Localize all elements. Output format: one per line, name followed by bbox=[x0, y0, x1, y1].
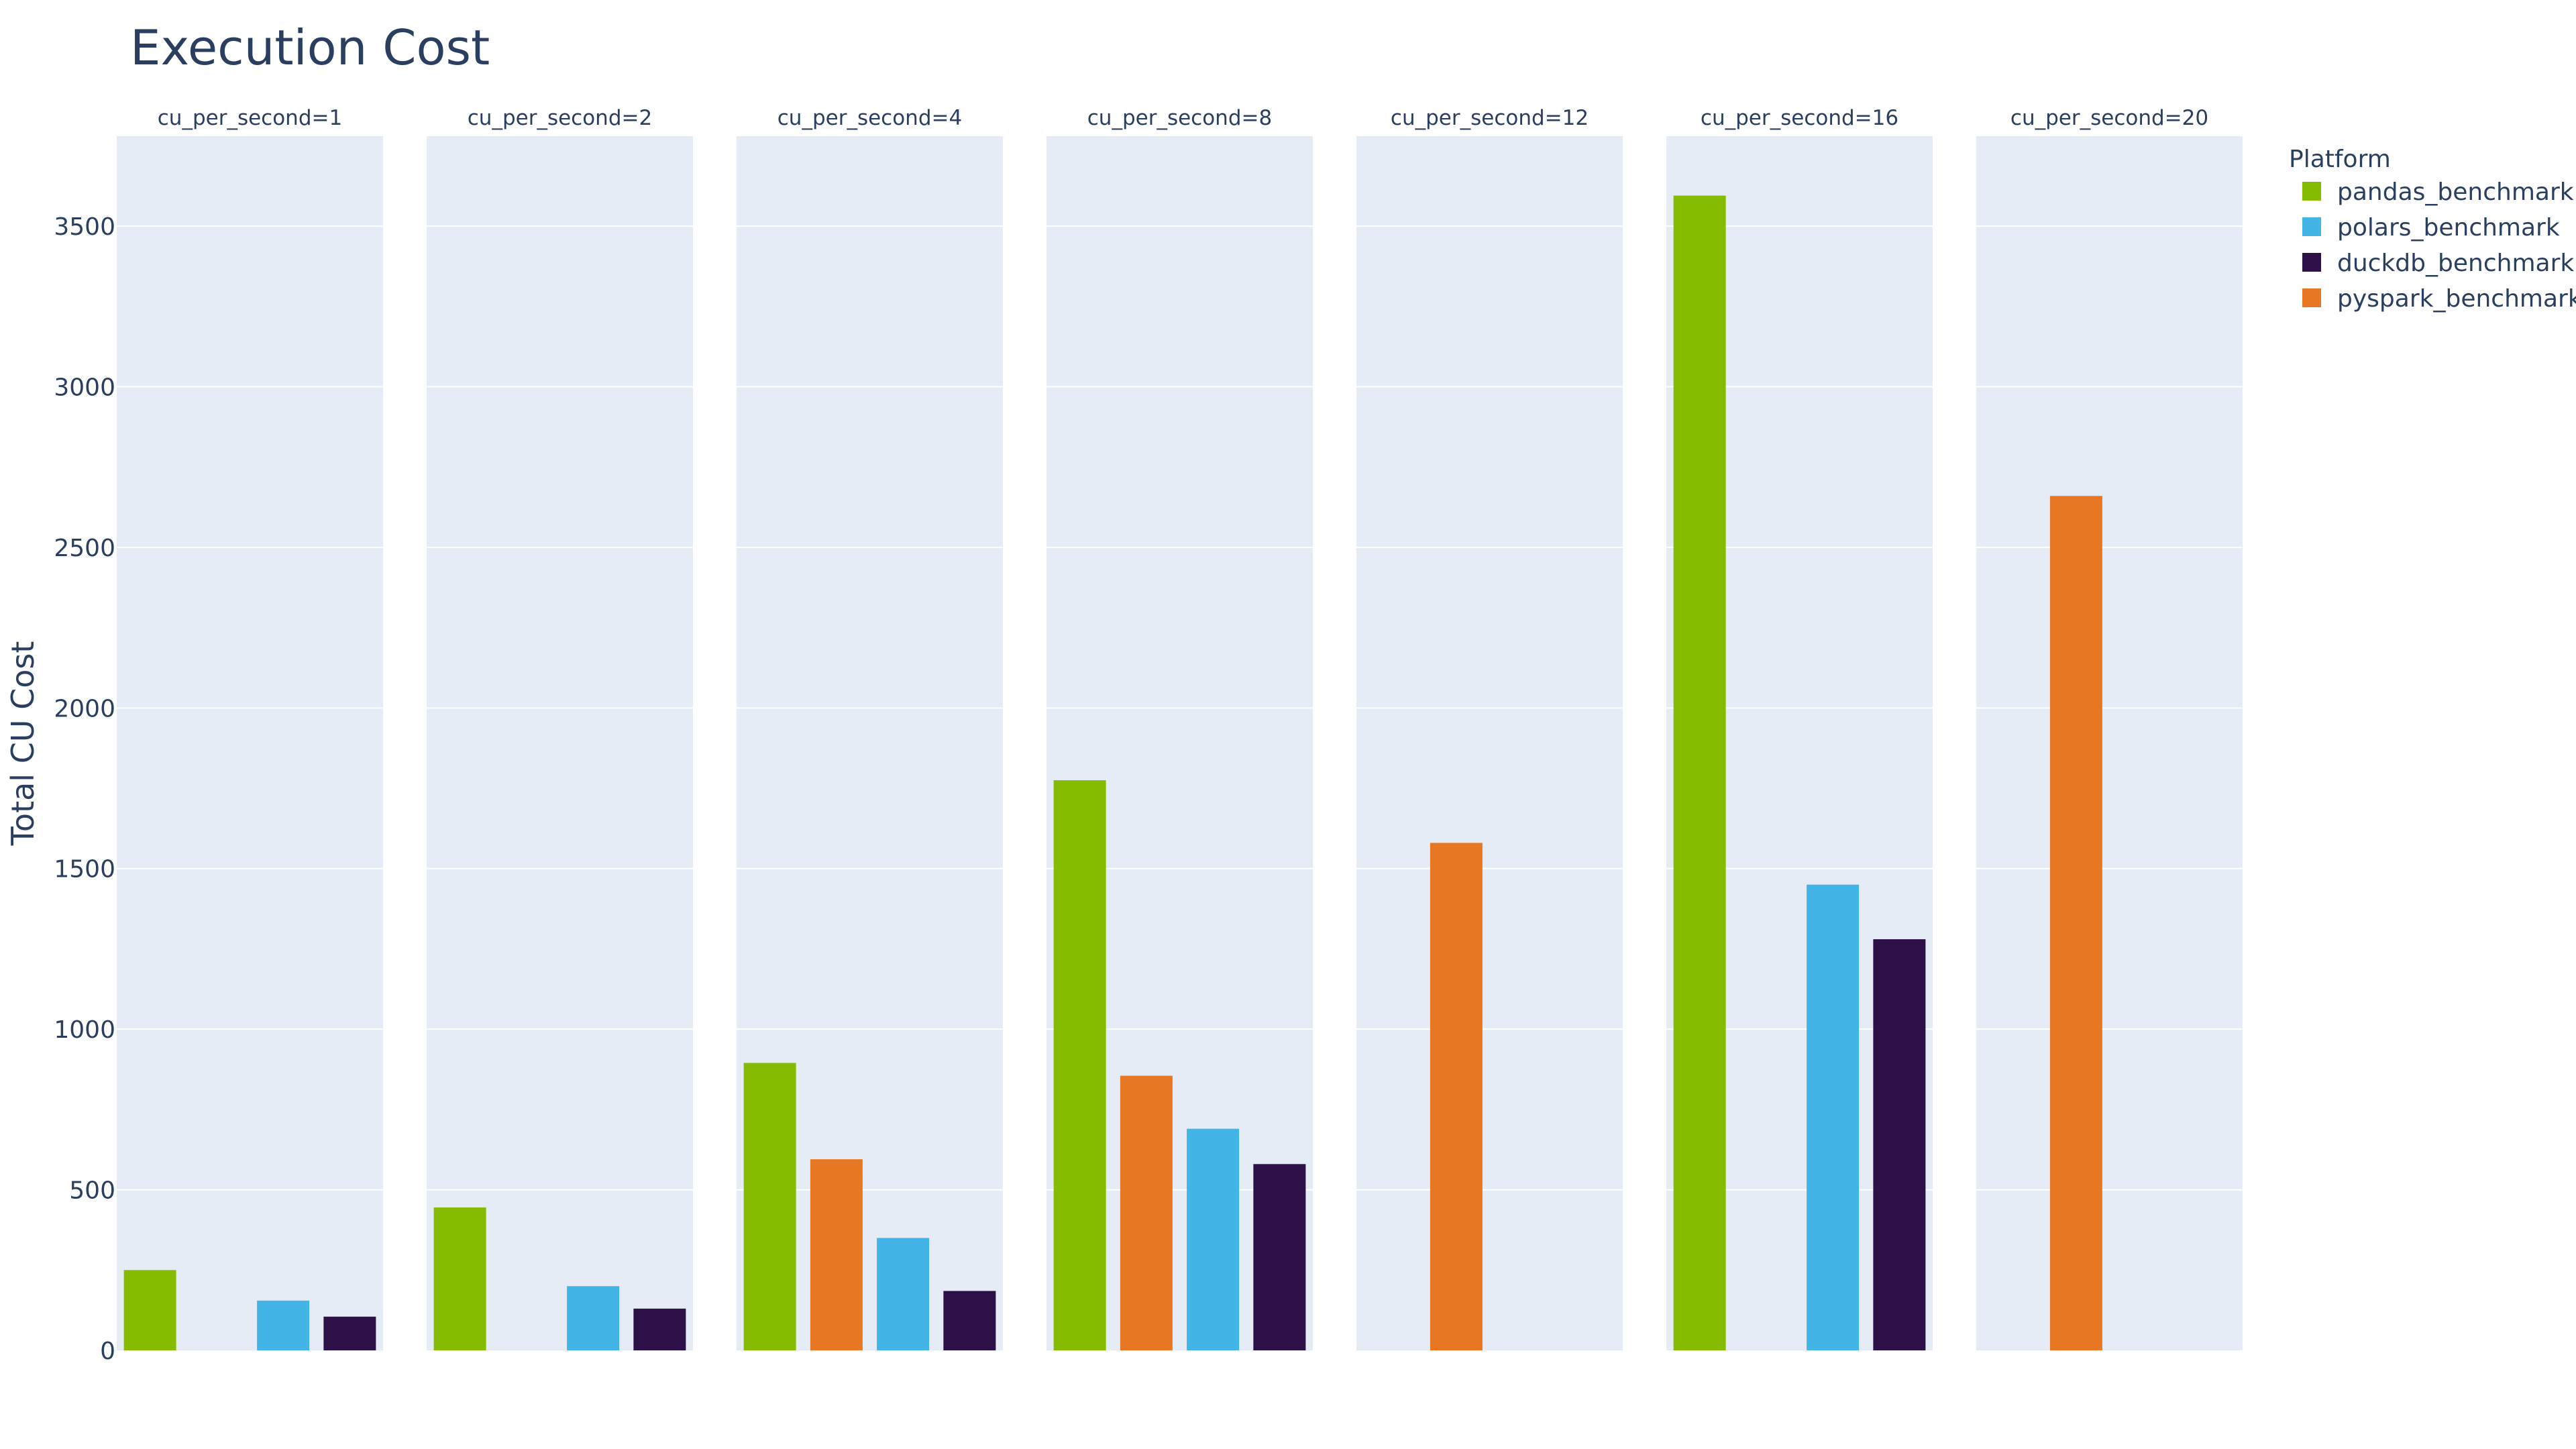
y-tick-label: 2500 bbox=[54, 535, 115, 562]
legend-label: polars_benchmark bbox=[2337, 214, 2560, 241]
facet-panel: cu_per_second=1 bbox=[117, 106, 383, 1350]
y-tick-label: 1000 bbox=[54, 1016, 115, 1044]
facet-label: cu_per_second=12 bbox=[1391, 106, 1589, 130]
legend-swatch bbox=[2302, 217, 2321, 236]
facet-panel: cu_per_second=20 bbox=[1976, 106, 2243, 1350]
facet-panel: cu_per_second=8 bbox=[1046, 106, 1313, 1350]
legend-item-duckdb_benchmark[interactable]: duckdb_benchmark bbox=[2302, 250, 2574, 277]
bar-pyspark_benchmark bbox=[2049, 496, 2102, 1350]
facet-panel: cu_per_second=12 bbox=[1356, 106, 1623, 1350]
facets-layer: cu_per_second=1 cu_per_second=2 cu_per_sec… bbox=[117, 106, 2243, 1350]
chart-title: Execution Cost bbox=[130, 19, 490, 76]
y-tick-label: 2000 bbox=[54, 695, 115, 722]
panel-background bbox=[117, 136, 383, 1350]
bar-polars_benchmark bbox=[1187, 1128, 1240, 1350]
panel-background bbox=[427, 136, 693, 1350]
legend-item-pandas_benchmark[interactable]: pandas_benchmark bbox=[2302, 178, 2574, 206]
facet-label: cu_per_second=1 bbox=[158, 106, 342, 130]
bar-pyspark_benchmark bbox=[1430, 843, 1483, 1350]
bar-pyspark_benchmark bbox=[1120, 1075, 1173, 1350]
bar-pyspark_benchmark bbox=[810, 1159, 863, 1350]
y-tick-label: 500 bbox=[69, 1177, 115, 1205]
bar-pandas_benchmark bbox=[1673, 195, 1726, 1350]
facet-panel: cu_per_second=4 bbox=[737, 106, 1003, 1350]
bar-duckdb_benchmark bbox=[943, 1291, 996, 1350]
legend-label: duckdb_benchmark bbox=[2337, 250, 2574, 277]
facet-panel: cu_per_second=16 bbox=[1666, 106, 1933, 1350]
bar-duckdb_benchmark bbox=[633, 1308, 686, 1350]
legend-item-polars_benchmark[interactable]: polars_benchmark bbox=[2302, 214, 2560, 241]
y-axis-label: Total CU Cost bbox=[5, 641, 41, 847]
legend-label: pandas_benchmark bbox=[2337, 178, 2574, 206]
legend-swatch bbox=[2302, 182, 2321, 201]
facet-panel: cu_per_second=2 bbox=[427, 106, 693, 1350]
bar-polars_benchmark bbox=[1807, 884, 1860, 1350]
bar-polars_benchmark bbox=[567, 1286, 620, 1350]
bar-polars_benchmark bbox=[877, 1238, 930, 1350]
bar-pandas_benchmark bbox=[743, 1063, 796, 1350]
bar-duckdb_benchmark bbox=[1873, 939, 1926, 1350]
legend-swatch bbox=[2302, 253, 2321, 272]
legend-item-pyspark_benchmark[interactable]: pyspark_benchmark bbox=[2302, 285, 2576, 313]
y-ticks-layer: 0 500 1000 1500 2000 2500 3000 3500 bbox=[54, 213, 115, 1365]
y-tick-label: 3500 bbox=[54, 213, 115, 241]
y-tick-label: 3000 bbox=[54, 374, 115, 401]
facet-label: cu_per_second=2 bbox=[468, 106, 652, 130]
bar-pandas_benchmark bbox=[123, 1270, 176, 1350]
panel-background bbox=[1356, 136, 1623, 1350]
facet-label: cu_per_second=16 bbox=[1701, 106, 1898, 130]
panel-background bbox=[1976, 136, 2243, 1350]
legend-title: Platform bbox=[2289, 146, 2391, 173]
legend-label: pyspark_benchmark bbox=[2337, 285, 2576, 313]
legend-swatch bbox=[2302, 288, 2321, 307]
facet-label: cu_per_second=8 bbox=[1087, 106, 1272, 130]
bar-pandas_benchmark bbox=[433, 1207, 486, 1350]
bar-duckdb_benchmark bbox=[1253, 1164, 1306, 1350]
bar-pandas_benchmark bbox=[1053, 780, 1106, 1350]
facet-label: cu_per_second=20 bbox=[2010, 106, 2208, 130]
facet-label: cu_per_second=4 bbox=[777, 106, 962, 130]
bar-polars_benchmark bbox=[257, 1300, 310, 1350]
y-tick-label: 1500 bbox=[54, 856, 115, 883]
bar-duckdb_benchmark bbox=[323, 1316, 376, 1350]
legend: Platform pandas_benchmark polars_benchmar… bbox=[2289, 146, 2576, 313]
legend-items: pandas_benchmark polars_benchmark duckdb_b… bbox=[2302, 178, 2576, 313]
y-tick-label: 0 bbox=[100, 1338, 115, 1365]
